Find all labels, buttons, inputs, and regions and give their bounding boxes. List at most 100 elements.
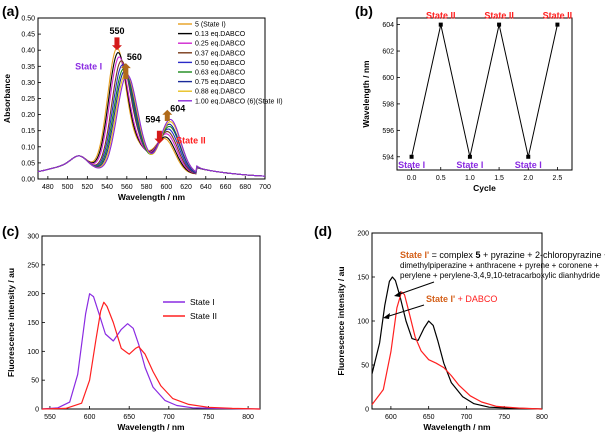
x-tick-label: 1.5 [494, 175, 504, 182]
x-tick-label: 580 [141, 184, 153, 191]
x-tick-label: 680 [239, 184, 251, 191]
panel-a-absorbance-chart: (a) 0.00 0.05 0.10 0.15 0.20 0.25 0.30 0.35 0.40… [2, 3, 283, 202]
x-tick-label: 500 [62, 184, 74, 191]
y-tick-label: 0.00 [21, 177, 35, 184]
legend-label: 0.75 eq.DABCO [195, 79, 246, 86]
y-tick-label: 0.40 [21, 48, 35, 55]
point-label: State I [515, 160, 542, 170]
y-tick-label: 300 [27, 234, 39, 241]
x-tick-label: 1.0 [465, 175, 475, 182]
peak-label-550: 550 [109, 26, 124, 36]
y-tick-label: 200 [27, 291, 39, 298]
panel-c-x-axis-label: Wavelength / nm [117, 422, 185, 432]
point-label: State II [426, 11, 456, 21]
x-tick-label: 660 [220, 184, 232, 191]
y-tick-label: 598 [382, 101, 394, 108]
fluorescence-series-line [371, 291, 543, 410]
panel-a-y-axis-label: Absorbance [2, 74, 12, 123]
panel-d-series [371, 276, 543, 410]
x-tick-label: 600 [84, 414, 96, 421]
panel-d-y-axis-label: Fluorescence intensity / au [336, 266, 346, 375]
y-tick-label: 596 [382, 128, 394, 135]
legend-label: 0.88 eq.DABCO [195, 89, 246, 96]
panel-c-label: (c) [2, 223, 19, 239]
panel-b-y-axis-label: Wavelength / nm [361, 60, 371, 128]
point-label: State II [484, 11, 514, 21]
composition-line-3: perylene + perylene-3,4,9,10-tetracarbox… [400, 271, 600, 280]
panel-a-x-axis-label: Wavelength / nm [118, 192, 186, 202]
cycle-series-line [411, 24, 558, 157]
y-tick-label: 0.15 [21, 128, 35, 135]
legend-label: 0.50 eq.DABCO [195, 60, 246, 67]
panel-a-series [37, 47, 266, 177]
x-tick-label: 700 [259, 184, 271, 191]
y-tick-label: 0.30 [21, 80, 35, 87]
point-label: State II [543, 11, 573, 21]
arrow-head-icon [394, 291, 401, 297]
x-tick-label: 540 [101, 184, 113, 191]
data-point [555, 22, 560, 27]
y-tick-label: 0.05 [21, 160, 35, 167]
panel-c-series [41, 293, 261, 410]
panel-a-legend: 5 (State I) 0.13 eq.DABCO 0.25 eq.DABCO 0.3… [178, 22, 283, 105]
x-tick-label: 750 [498, 414, 510, 421]
data-point [526, 154, 531, 159]
y-tick-label: 604 [382, 22, 394, 29]
panel-c-legend: State I State II [163, 297, 217, 321]
panel-c-fluorescence-chart: (c) 0 50 100 150 200 250 300 550 600 650 700 750 80… [2, 223, 261, 432]
x-tick-label: 700 [163, 414, 175, 421]
panel-a-y-ticks: 0.00 0.05 0.10 0.15 0.20 0.25 0.30 0.35 0.40 0.45… [21, 16, 41, 184]
state-ii-label: State II [176, 136, 206, 146]
legend-label: 1.00 eq.DABCO (6)(State II) [195, 98, 283, 105]
y-tick-label: 150 [27, 320, 39, 327]
data-point [409, 154, 414, 159]
fluorescence-series-line [41, 293, 261, 410]
absorbance-series-line [37, 74, 266, 177]
panel-b-plot-frame [396, 17, 573, 171]
y-tick-label: 0.20 [21, 112, 35, 119]
up-arrow-icon [162, 109, 173, 122]
panel-d-x-axis-label: Wavelength / nm [423, 422, 491, 432]
composition-line-2: dimethylpiperazine + anthracene + pyrene… [400, 261, 599, 270]
x-tick-label: 700 [461, 414, 473, 421]
legend-label: 5 (State I) [195, 22, 226, 29]
x-tick-label: 650 [123, 414, 135, 421]
y-tick-label: 594 [382, 154, 394, 161]
x-tick-label: 750 [203, 414, 215, 421]
y-tick-label: 600 [382, 75, 394, 82]
x-tick-label: 0.0 [407, 175, 417, 182]
x-tick-label: 520 [82, 184, 94, 191]
legend-label: State II [190, 311, 217, 321]
data-point [438, 22, 443, 27]
y-tick-label: 0 [365, 407, 369, 414]
y-tick-label: 0.10 [21, 144, 35, 151]
y-tick-label: 0.35 [21, 64, 35, 71]
legend-label: 0.25 eq.DABCO [195, 41, 246, 48]
x-tick-label: 640 [200, 184, 212, 191]
up-arrow-icon [120, 63, 131, 80]
data-point [497, 22, 502, 27]
legend-label: 0.63 eq.DABCO [195, 70, 246, 77]
y-tick-label: 250 [27, 262, 39, 269]
absorbance-series-line [37, 47, 266, 177]
down-arrow-icon [154, 130, 165, 144]
x-tick-label: 2.5 [553, 175, 563, 182]
y-tick-label: 0.50 [21, 16, 35, 23]
x-tick-label: 560 [121, 184, 133, 191]
state-i-label: State I [75, 62, 102, 72]
x-tick-label: 650 [423, 414, 435, 421]
point-label: State I [456, 160, 483, 170]
data-point [467, 154, 472, 159]
panel-c-y-ticks: 0 50 100 150 200 250 300 [27, 234, 45, 414]
panel-b-series: State I State II State I State II State I Sta… [398, 11, 572, 170]
panel-b-x-ticks: 0.0 0.5 1.0 1.5 2.0 2.5 [407, 167, 563, 182]
x-tick-label: 800 [536, 414, 548, 421]
x-tick-label: 600 [385, 414, 397, 421]
panel-d-y-ticks: 0 50 100 150 200 [357, 231, 375, 414]
down-arrow-icon [111, 37, 122, 51]
y-tick-label: 50 [361, 363, 369, 370]
peak-label-594: 594 [145, 115, 160, 125]
panel-b-label: (b) [355, 3, 373, 19]
panel-d-label: (d) [314, 223, 332, 239]
